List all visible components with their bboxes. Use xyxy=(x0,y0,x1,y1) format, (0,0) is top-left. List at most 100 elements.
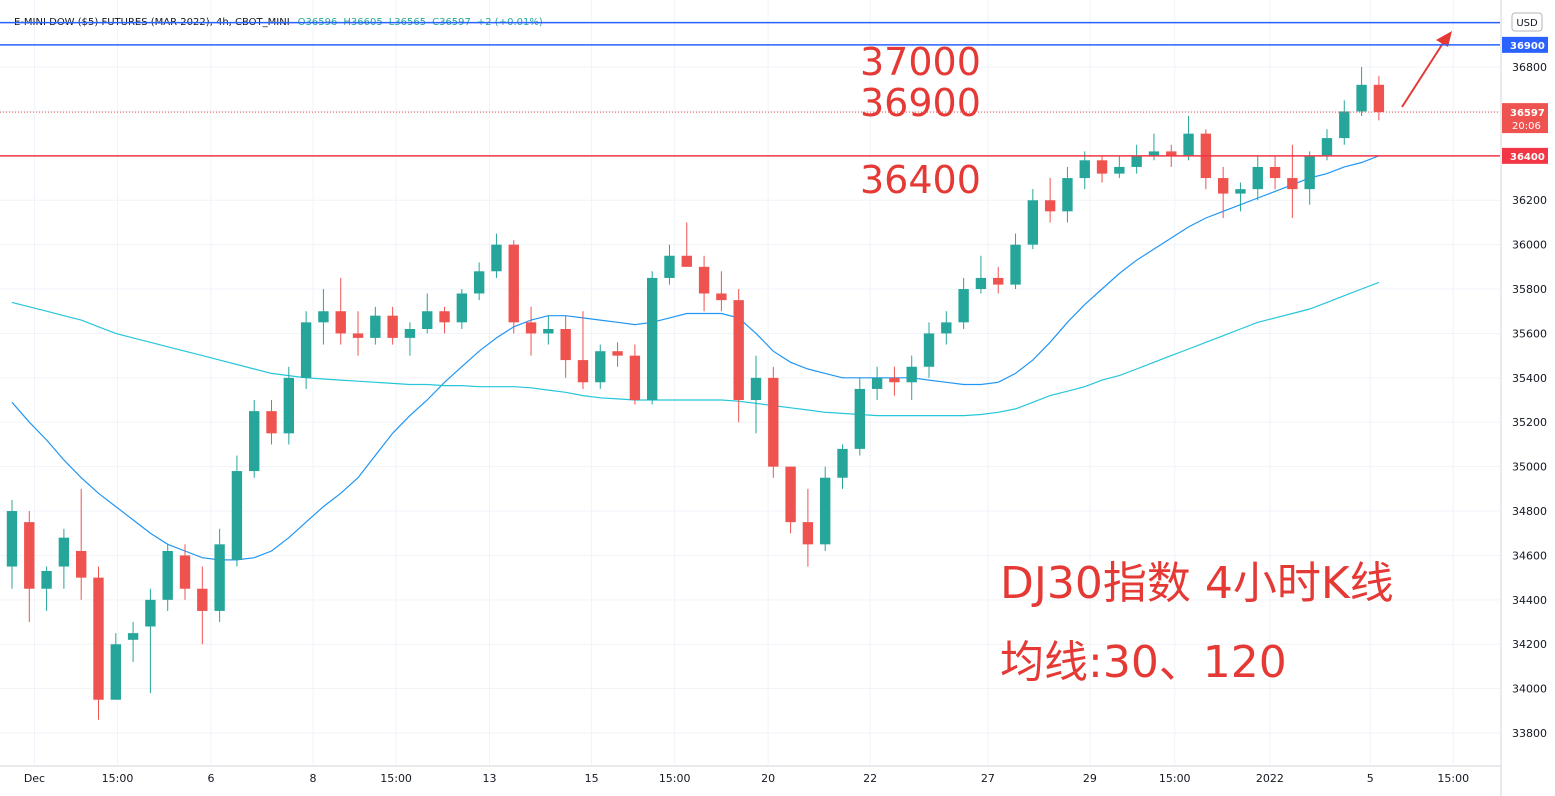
candle-body xyxy=(283,377,295,434)
candle-body xyxy=(231,471,243,560)
candle-body xyxy=(1114,166,1125,174)
caption: 均线:30、120 xyxy=(1000,637,1287,688)
candle-body xyxy=(543,329,554,334)
candle-body xyxy=(906,366,917,383)
candle-body xyxy=(923,333,935,367)
candle-body xyxy=(750,377,762,401)
x-tick-label: 15:00 xyxy=(380,772,412,785)
candle-body xyxy=(1062,178,1073,212)
candle-body xyxy=(1166,151,1177,156)
candle-body xyxy=(266,411,277,434)
x-tick-label: 15:00 xyxy=(102,772,134,785)
candle-body xyxy=(889,377,900,383)
y-tick-label: 36200 xyxy=(1512,194,1547,207)
candle-body xyxy=(41,570,52,589)
candle-body xyxy=(1287,178,1298,190)
candle-body xyxy=(664,255,675,278)
candle-body xyxy=(1183,133,1194,156)
candle-body xyxy=(473,271,485,294)
candle-body xyxy=(1269,166,1281,179)
candle-body xyxy=(24,522,35,589)
arrow-head xyxy=(1436,31,1452,47)
x-tick-label: 6 xyxy=(207,772,214,785)
candle-body xyxy=(162,550,173,600)
candle-body xyxy=(577,360,589,383)
candle-body xyxy=(214,544,225,611)
candle-body xyxy=(785,466,796,523)
candle-body xyxy=(975,277,987,290)
candle-body xyxy=(1148,151,1160,156)
candle-body xyxy=(300,322,312,378)
candle-body xyxy=(456,293,468,323)
candle-body xyxy=(629,355,641,401)
y-tick-label: 35400 xyxy=(1512,372,1547,385)
y-tick-label: 35200 xyxy=(1512,416,1547,429)
candle-body xyxy=(560,329,571,361)
x-tick-label: 8 xyxy=(310,772,317,785)
candle-body xyxy=(145,599,156,627)
y-tick-label: 34800 xyxy=(1512,505,1547,518)
price-tag xyxy=(1502,147,1548,164)
candle-body xyxy=(871,377,883,389)
candle-body xyxy=(1217,178,1229,194)
y-tick-label: 36000 xyxy=(1512,239,1547,252)
candle-body xyxy=(802,522,814,545)
annotation: 36900 xyxy=(860,81,981,125)
price-tag-label: 36900 xyxy=(1510,41,1545,52)
candle-body xyxy=(508,244,519,323)
x-tick-label: 27 xyxy=(981,772,995,785)
candle-body xyxy=(698,266,710,294)
price-tag-label: 36400 xyxy=(1510,152,1545,163)
candle-body xyxy=(1321,138,1333,156)
candle-body xyxy=(491,244,502,272)
candle-body xyxy=(768,377,779,467)
x-tick-label: 22 xyxy=(863,772,877,785)
candle-body xyxy=(1252,166,1263,190)
moving-average xyxy=(11,281,1380,417)
last-price-label: 36597 xyxy=(1510,108,1545,119)
candle-body xyxy=(318,311,329,323)
y-tick-label: 34600 xyxy=(1512,549,1547,562)
candle-body xyxy=(1044,200,1056,212)
y-tick-label: 35000 xyxy=(1512,461,1547,474)
candle-body xyxy=(837,448,848,478)
candle-body xyxy=(352,333,364,338)
candle-body xyxy=(249,411,260,472)
candle-body xyxy=(1010,244,1021,285)
arrow xyxy=(1401,39,1446,108)
candle-body xyxy=(941,322,952,334)
price-tag xyxy=(1502,36,1548,53)
y-tick-label: 34000 xyxy=(1512,683,1547,696)
candle-body xyxy=(127,633,139,640)
candle-body xyxy=(820,477,831,545)
candle-body xyxy=(612,351,623,356)
candle-body xyxy=(1027,200,1039,245)
y-tick-label: 34400 xyxy=(1512,594,1547,607)
candle-body xyxy=(387,315,398,338)
candle-body xyxy=(110,644,121,700)
currency-label: USD xyxy=(1516,18,1538,29)
y-tick-label: 35800 xyxy=(1512,283,1547,296)
candle-body xyxy=(370,315,381,338)
candle-body xyxy=(1373,84,1385,113)
candle-body xyxy=(75,550,87,578)
x-tick-label: 2022 xyxy=(1256,772,1284,785)
candle-body xyxy=(439,311,450,323)
y-tick-label: 34200 xyxy=(1512,638,1547,651)
candle-body xyxy=(1079,160,1090,179)
x-tick-label: 15 xyxy=(585,772,599,785)
annotation: 37000 xyxy=(860,40,981,84)
candle-body xyxy=(646,277,658,401)
y-tick-label: 33800 xyxy=(1512,727,1547,740)
candle-body xyxy=(1356,84,1367,112)
x-tick-label: 15:00 xyxy=(1159,772,1191,785)
candle-body xyxy=(1131,155,1142,167)
x-tick-label: Dec xyxy=(24,772,45,785)
candle-body xyxy=(58,537,70,567)
candle-body xyxy=(197,588,208,611)
x-tick-label: 13 xyxy=(483,772,497,785)
candle-body xyxy=(716,293,727,301)
candle-body xyxy=(595,351,606,383)
candle-body xyxy=(681,255,692,267)
candle-body xyxy=(179,555,191,589)
